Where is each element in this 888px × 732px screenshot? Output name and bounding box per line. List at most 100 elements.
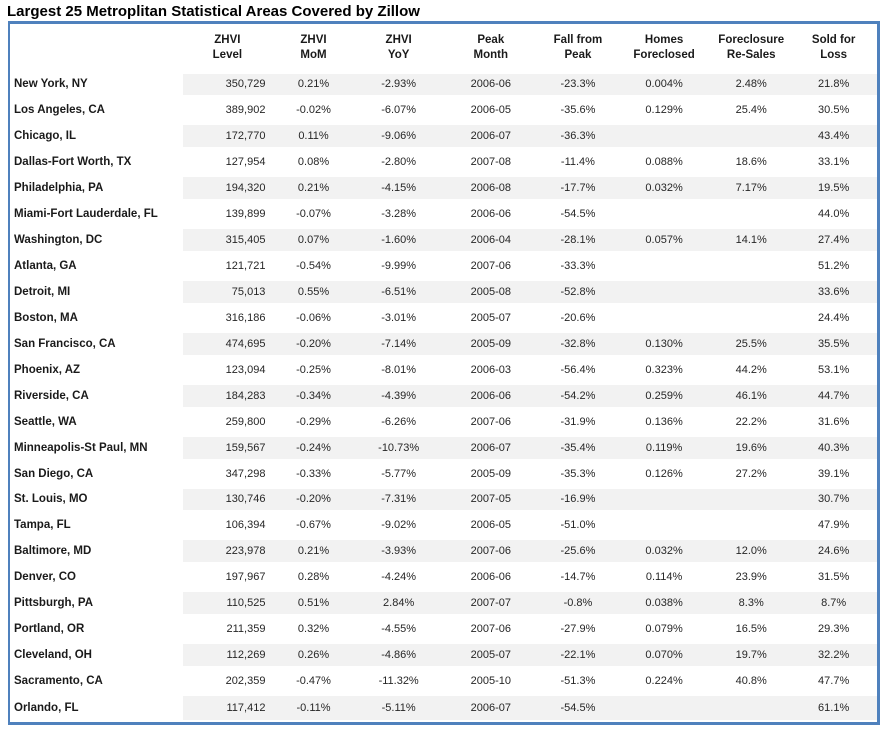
- cell-fall-from-peak: -35.3%: [560, 467, 596, 480]
- cell-foreclosure-resales: [712, 201, 790, 227]
- cell-zhvi-mom: -0.33%: [296, 467, 331, 480]
- cell-zhvi-mom: -0.20%: [271, 330, 356, 357]
- metro-name-cell: Chicago, IL: [14, 130, 76, 143]
- cell-sold-for-loss: 24.4%: [818, 311, 850, 324]
- metro-name-cell: San Francisco, CA: [14, 337, 116, 350]
- cell-sold-for-loss: 27.4%: [790, 227, 879, 254]
- cell-zhvi-level: 259,800: [225, 415, 266, 428]
- cell-homes-foreclosed: 0.079%: [645, 623, 683, 636]
- cell-zhvi-mom: 0.28%: [297, 571, 330, 584]
- metro-stats-table: ZHVI Level ZHVI MoM ZHVI YoY Peak Month Fall fro…: [8, 21, 880, 725]
- table-row: Portland, OR 211,359 0.32% -4.55% 2007-06 -27…: [9, 616, 879, 642]
- cell-sold-for-loss: 33.6%: [790, 279, 879, 305]
- metro-name-cell: Los Angeles, CA: [14, 104, 105, 117]
- cell-peak-month: 2007-06: [470, 260, 511, 273]
- column-header-homes-foreclosed: Homes Foreclosed: [633, 33, 695, 61]
- cell-foreclosure-resales: 12.0%: [712, 538, 791, 565]
- cell-zhvi-level: 315,405: [183, 227, 272, 254]
- cell-homes-foreclosed: 0.136%: [645, 415, 683, 428]
- cell-zhvi-level: 159,567: [183, 434, 272, 461]
- cell-sold-for-loss: 43.4%: [790, 123, 879, 150]
- cell-peak-month: 2005-07: [441, 642, 540, 669]
- cell-zhvi-mom: -0.20%: [271, 486, 356, 513]
- metro-name-cell: Detroit, MI: [14, 285, 71, 298]
- cell-foreclosure-resales: 40.8%: [735, 675, 767, 688]
- cell-zhvi-yoy: -9.99%: [381, 260, 417, 273]
- cell-foreclosure-resales: 23.9%: [735, 571, 767, 584]
- table-row: Sacramento, CA 202,359 -0.47% -11.32% 2005-1…: [9, 668, 879, 694]
- cell-zhvi-yoy: -10.73%: [355, 434, 442, 461]
- cell-sold-for-loss: 33.1%: [818, 156, 850, 169]
- cell-zhvi-mom: 0.21%: [271, 538, 356, 565]
- cell-zhvi-yoy: -3.93%: [355, 538, 442, 565]
- cell-fall-from-peak: -27.9%: [560, 623, 596, 636]
- cell-zhvi-mom: 0.32%: [297, 623, 330, 636]
- cell-zhvi-yoy: -4.15%: [355, 175, 442, 202]
- cell-zhvi-level: 121,721: [225, 260, 266, 273]
- cell-zhvi-mom: -0.29%: [296, 415, 331, 428]
- cell-zhvi-yoy: -7.31%: [355, 486, 442, 513]
- cell-zhvi-level: 350,729: [183, 71, 272, 98]
- cell-fall-from-peak: -52.8%: [539, 279, 616, 305]
- cell-peak-month: 2005-08: [441, 279, 540, 305]
- cell-fall-from-peak: -11.4%: [560, 156, 595, 169]
- cell-homes-foreclosed: 0.032%: [616, 175, 713, 202]
- metro-name-cell: Denver, CO: [14, 571, 76, 584]
- cell-zhvi-mom: -0.47%: [296, 675, 331, 688]
- cell-zhvi-yoy: -5.11%: [355, 694, 442, 724]
- cell-peak-month: 2005-09: [470, 467, 511, 480]
- cell-zhvi-mom: -0.24%: [271, 434, 356, 461]
- cell-zhvi-yoy: -2.80%: [381, 156, 417, 169]
- cell-fall-from-peak: -56.4%: [560, 363, 596, 376]
- cell-zhvi-level: 202,359: [225, 675, 266, 688]
- column-header-fall-from-peak: Fall from Peak: [553, 33, 603, 61]
- cell-homes-foreclosed: 0.126%: [645, 467, 683, 480]
- cell-zhvi-yoy: -6.51%: [355, 279, 442, 305]
- cell-fall-from-peak: -35.4%: [539, 434, 616, 461]
- column-header-foreclosure-resales: Foreclosure Re-Sales: [718, 33, 785, 61]
- cell-zhvi-mom: 0.08%: [297, 156, 330, 169]
- metro-name-cell: Riverside, CA: [14, 389, 89, 402]
- cell-foreclosure-resales: [712, 512, 790, 538]
- cell-zhvi-level: 223,978: [183, 538, 272, 565]
- cell-zhvi-mom: 0.07%: [271, 227, 356, 254]
- cell-foreclosure-resales: [712, 694, 791, 724]
- cell-peak-month: 2006-06: [470, 208, 511, 221]
- cell-homes-foreclosed: 0.224%: [645, 675, 683, 688]
- cell-zhvi-level: 127,954: [225, 156, 266, 169]
- cell-homes-foreclosed: 0.323%: [645, 363, 683, 376]
- table-row: St. Louis, MO 130,746 -0.20% -7.31% 2007-05-…: [9, 486, 879, 513]
- cell-homes-foreclosed: 0.070%: [616, 642, 713, 669]
- cell-zhvi-level: 130,746: [183, 486, 272, 513]
- table-row: San Francisco, CA 474,695 -0.20% -7.14% 2005…: [9, 330, 879, 357]
- cell-foreclosure-resales: 18.6%: [735, 156, 767, 169]
- cell-homes-foreclosed: 0.259%: [616, 382, 713, 409]
- cell-homes-foreclosed: [616, 253, 712, 279]
- column-header-zhvi-mom: ZHVI MoM: [300, 33, 327, 61]
- cell-zhvi-level: 117,412: [183, 694, 272, 724]
- cell-peak-month: 2006-05: [470, 519, 511, 532]
- metro-name-cell: Baltimore, MD: [14, 545, 92, 558]
- table-row: Chicago, IL 172,770 0.11% -9.06% 2006-07 -36.…: [9, 123, 879, 150]
- cell-sold-for-loss: 31.5%: [818, 571, 850, 584]
- cell-peak-month: 2005-07: [470, 311, 511, 324]
- cell-zhvi-mom: -0.54%: [296, 260, 331, 273]
- table-row: Denver, CO 197,967 0.28% -4.24% 2006-06 -14.7…: [9, 564, 879, 590]
- metro-name-cell: Miami-Fort Lauderdale, FL: [14, 208, 158, 221]
- cell-homes-foreclosed: [616, 512, 712, 538]
- cell-zhvi-level: 316,186: [225, 311, 266, 324]
- cell-foreclosure-resales: [712, 123, 791, 150]
- header-row: ZHVI Level ZHVI MoM ZHVI YoY Peak Month Fall fro…: [9, 23, 879, 72]
- cell-homes-foreclosed: 0.130%: [616, 330, 713, 357]
- metro-name-cell: Phoenix, AZ: [14, 363, 81, 376]
- cell-sold-for-loss: 24.6%: [790, 538, 879, 565]
- metro-name-cell: Orlando, FL: [14, 702, 79, 714]
- cell-sold-for-loss: 30.7%: [790, 486, 879, 513]
- cell-sold-for-loss: 29.3%: [818, 623, 850, 636]
- cell-fall-from-peak: -25.6%: [539, 538, 616, 565]
- cell-fall-from-peak: -54.5%: [560, 208, 596, 221]
- cell-foreclosure-resales: 46.1%: [712, 382, 791, 409]
- cell-zhvi-level: 106,394: [225, 519, 266, 532]
- cell-peak-month: 2006-07: [441, 434, 540, 461]
- cell-zhvi-yoy: -9.02%: [381, 519, 417, 532]
